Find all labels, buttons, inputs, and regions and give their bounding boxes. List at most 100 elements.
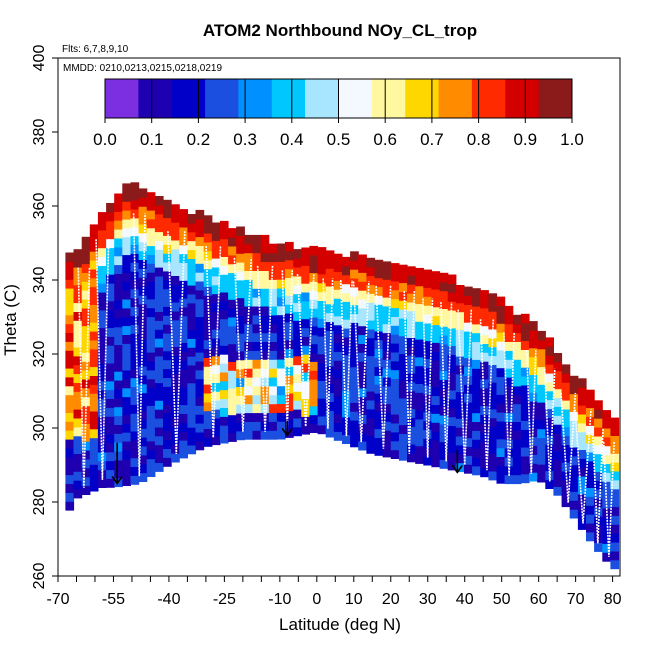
profile-trace [132,213,146,477]
heatmap-cell [577,467,587,477]
heatmap-cell [333,404,343,415]
heatmap-cell [114,388,123,399]
heatmap-cell [602,481,611,491]
heatmap-cell [390,271,400,282]
heatmap-cell [130,200,140,210]
heatmap-cell [195,325,205,335]
heatmap-cell [496,447,506,457]
heatmap-cell [537,464,546,474]
heatmap-cell [276,332,286,342]
heatmap-cell [219,407,229,417]
heatmap-cell [114,317,123,328]
heatmap-cell [146,387,156,397]
heatmap-cell [342,265,351,276]
heatmap-cell [73,249,83,259]
heatmap-cell [415,374,424,384]
heatmap-cell [374,393,384,403]
heatmap-cell [602,472,611,482]
heatmap-cell [520,402,530,413]
heatmap-cell [154,355,164,366]
heatmap-cell [293,293,302,303]
heatmap-cell [390,280,400,291]
heatmap-cell [496,412,506,422]
heatmap-cell [309,290,319,300]
heatmap-cell [179,386,188,397]
heatmap-cell [488,293,498,303]
heatmap-cell [276,385,286,396]
heatmap-cell [317,309,327,319]
colorbar-tick-label: 0.6 [373,130,397,149]
heatmap-cell [366,337,376,348]
heatmap-cell [276,252,286,262]
heatmap-cell [244,261,253,271]
heatmap-cell [529,321,538,331]
heatmap-cell [472,297,481,307]
heatmap-cell [97,336,107,346]
heatmap-cell [154,418,164,428]
heatmap-cell [97,247,107,258]
heatmap-cell [464,286,473,297]
heatmap-cell [455,382,465,393]
heatmap-cell [594,506,603,517]
heatmap-cell [472,306,481,316]
heatmap-cell [236,315,245,325]
heatmap-cell [219,425,229,435]
heatmap-cell [122,369,131,380]
heatmap-cell [496,332,506,342]
heatmap-cell [464,322,473,332]
heatmap-cell [464,410,473,421]
heatmap-cell [464,339,473,350]
heatmap-cell [439,414,449,425]
heatmap-cell [138,383,148,394]
heatmap-cell [325,268,335,278]
heatmap-cell [309,245,319,256]
heatmap-cell [244,288,253,298]
heatmap-cell [504,332,514,342]
heatmap-cell [504,412,514,422]
heatmap-cell [81,281,91,291]
arrow-head [281,427,293,437]
heatmap-cell [219,220,229,231]
heatmap-cell [553,424,563,434]
colorbar-tick-label: 0.5 [327,130,351,149]
heatmap-cell [114,406,123,417]
heatmap-cell [81,245,91,256]
heatmap-cell [154,400,164,410]
heatmap-cell [512,385,522,396]
heatmap-cell [97,221,107,231]
heatmap-cell [342,328,351,338]
heatmap-cell [342,381,351,391]
heatmap-cell [374,419,384,430]
heatmap-cell [179,431,188,441]
heatmap-cell [301,398,310,408]
heatmap-cell [480,370,489,380]
heatmap-cell [122,334,131,344]
heatmap-cell [203,357,213,367]
heatmap-cell [228,316,237,327]
heatmap-cell [342,336,351,347]
heatmap-cell [529,409,538,420]
heatmap-cell [285,241,294,252]
heatmap-cell [415,339,424,349]
heatmap-cell [268,403,278,414]
heatmap-cell [537,339,546,350]
heatmap-cell [260,279,270,289]
profile-trace [591,427,604,544]
heatmap-cell [97,407,107,417]
profile-trace [233,257,253,432]
heatmap-cell [374,401,384,412]
heatmap-cell [73,302,83,312]
heatmap-cell [97,229,107,240]
heatmap-cell [130,208,140,219]
heatmap-cell [529,454,538,464]
heatmap-cell [260,261,270,271]
heatmap-cell [219,238,229,249]
heatmap-cell [244,385,253,396]
heatmap-cell [195,343,205,353]
heatmap-cell [106,211,115,222]
heatmap-cell [577,431,587,442]
heatmap-cell [114,371,123,381]
heatmap-cell [569,455,579,466]
heatmap-cell [577,396,587,406]
